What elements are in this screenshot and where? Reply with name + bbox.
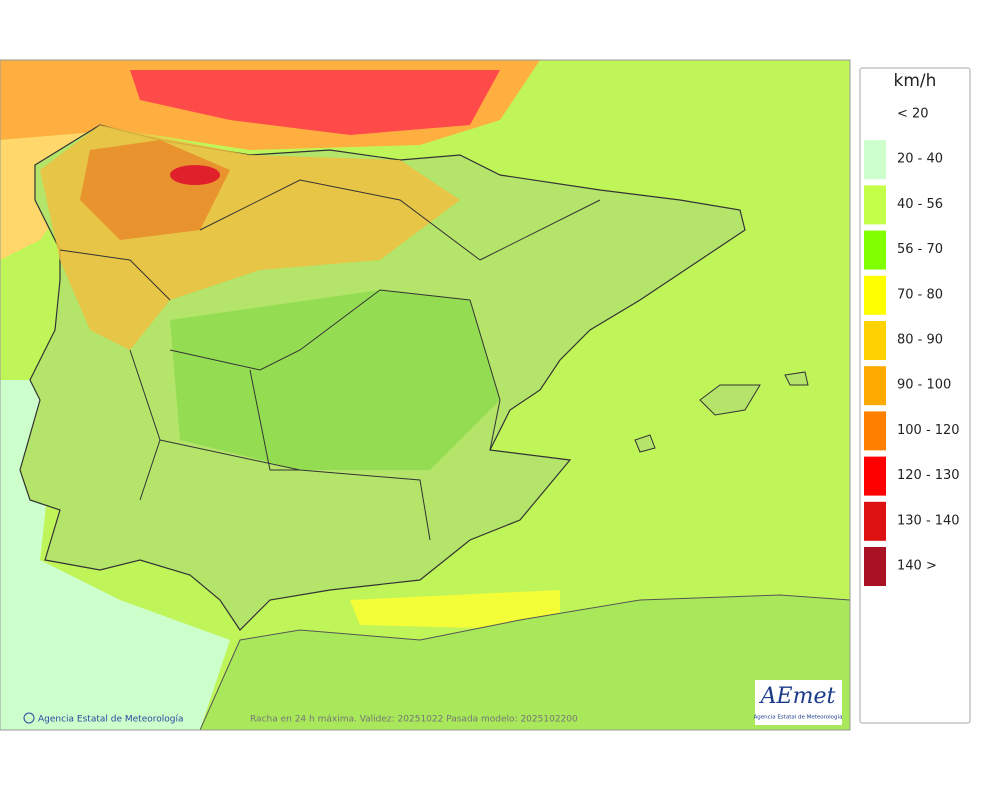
legend-label: 40 - 56 [897, 197, 943, 212]
map: Agencia Estatal de Meteorología Racha en… [0, 59, 851, 731]
region-borders [59, 179, 601, 541]
legend-label: 56 - 70 [897, 242, 943, 257]
legend-swatch [864, 185, 886, 225]
mallorca [699, 384, 761, 416]
africa [199, 594, 850, 730]
legend-label: 70 - 80 [897, 287, 943, 302]
alboran-gusts [350, 590, 560, 630]
legend-label: 130 - 140 [897, 513, 960, 528]
central-green [170, 290, 500, 470]
ibiza [634, 434, 656, 453]
copyright-icon [23, 712, 35, 724]
credit: Agencia Estatal de Meteorología [38, 715, 184, 725]
legend-swatch [864, 456, 886, 496]
legend-label: 140 > [897, 559, 937, 574]
legend-swatch [864, 411, 886, 451]
legend-label: 100 - 120 [897, 423, 960, 438]
legend-title: km/h [894, 71, 937, 91]
legend-swatch [864, 275, 886, 315]
atlantic-calm [0, 380, 230, 730]
logo: AEmet Agencia Estatal de Meteorología [754, 680, 843, 725]
logo-name: AEmet [759, 684, 836, 709]
legend-swatch [864, 366, 886, 406]
legend-swatch [864, 501, 886, 541]
legend-swatch [864, 230, 886, 270]
map-frame [0, 59, 851, 731]
legend-label: 20 - 40 [897, 152, 943, 167]
logo-box [755, 680, 842, 725]
legend-box [859, 67, 971, 724]
legend-swatch [864, 321, 886, 360]
cantabria-gusts [80, 140, 230, 240]
legend: km/h < 20 20 - 40 40 - 56 56 - 70 70 - 80 80 … [859, 67, 971, 724]
caption: Racha en 24 h máxima. Validez: 20251022 … [250, 715, 578, 725]
legend-label: 90 - 100 [897, 378, 951, 393]
legend-label: < 20 [897, 107, 929, 122]
peak-gusts [170, 165, 220, 185]
menorca [784, 371, 809, 386]
legend-label: 120 - 130 [897, 468, 960, 483]
north-strong [130, 70, 500, 135]
legend-label: 80 - 90 [897, 333, 943, 348]
logo-subtitle: Agencia Estatal de Meteorología [754, 714, 843, 721]
legend-swatch [864, 140, 886, 180]
legend-swatch [864, 547, 886, 586]
